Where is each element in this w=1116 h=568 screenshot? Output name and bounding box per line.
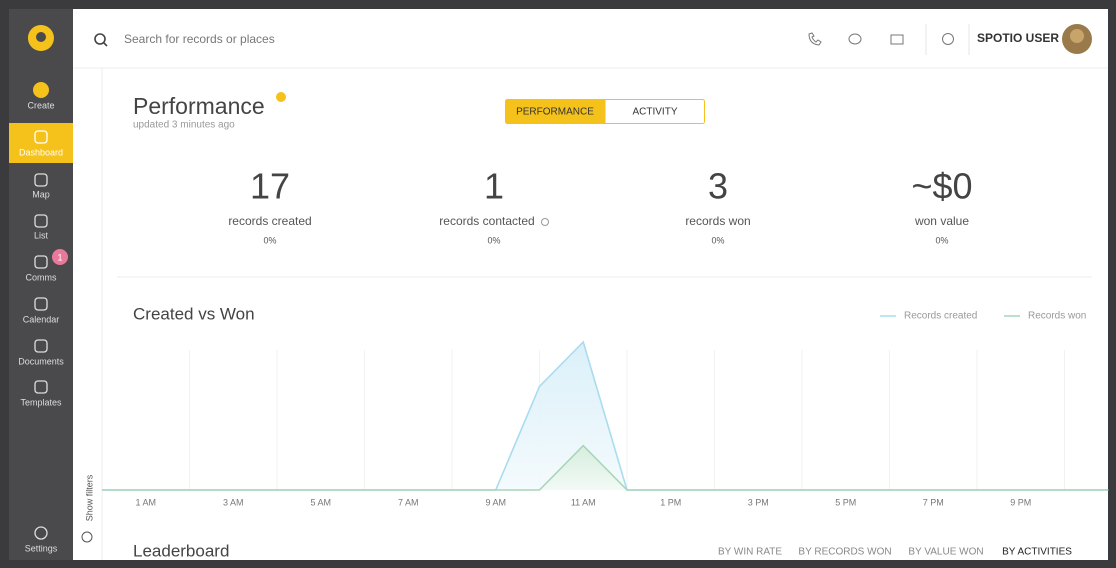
comms-badge-count: 1 (57, 252, 62, 262)
stat-value: 3 (708, 166, 728, 207)
stat-label: won value (914, 214, 969, 228)
search-icon[interactable] (94, 33, 106, 45)
stat-label: records won (685, 214, 750, 228)
nav-label[interactable]: Dashboard (19, 147, 63, 157)
nav-label[interactable]: Settings (25, 543, 58, 553)
tab[interactable]: ACTIVITY (632, 107, 677, 118)
leaderboard-tab[interactable]: BY ACTIVITIES (1002, 547, 1072, 558)
nav-label[interactable]: List (34, 230, 49, 240)
sidebar (9, 9, 73, 560)
nav-icon[interactable] (34, 214, 48, 228)
x-tick-label: 1 PM (660, 497, 681, 507)
search-input[interactable]: Search for records or places (124, 32, 275, 46)
title-badge (276, 92, 286, 102)
x-tick-label: 5 PM (835, 497, 856, 507)
nav-label[interactable]: Map (32, 189, 50, 199)
legend-label[interactable]: Records won (1028, 311, 1086, 322)
nav-icon[interactable] (34, 130, 48, 144)
stat-label: records contacted (439, 214, 534, 228)
nav-label[interactable]: Calendar (23, 314, 60, 324)
avatar-face (1070, 29, 1084, 43)
nav-icon[interactable] (34, 255, 48, 269)
show-filters-icon[interactable] (81, 531, 93, 543)
x-tick-label: 11 AM (571, 497, 596, 507)
x-tick-label: 7 AM (398, 497, 419, 507)
chart-title: Created vs Won (133, 304, 255, 323)
x-tick-label: 9 PM (1010, 497, 1031, 507)
logo-hole (36, 32, 46, 42)
x-tick-label: 1 AM (135, 497, 156, 507)
nav-icon[interactable] (34, 380, 48, 394)
nav-label[interactable]: Comms (26, 272, 57, 282)
stat-change: 0% (487, 235, 500, 245)
show-filters[interactable]: Show filters (84, 474, 94, 521)
tab[interactable]: PERFORMANCE (516, 107, 594, 118)
settings-icon[interactable] (34, 526, 48, 540)
series-line (102, 444, 1109, 491)
nav-icon[interactable] (34, 339, 48, 353)
nav-label[interactable]: Create (27, 100, 54, 110)
nav-icon[interactable] (34, 173, 48, 187)
leaderboard-tab[interactable]: BY VALUE WON (908, 547, 983, 558)
page-subtitle: updated 3 minutes ago (133, 120, 235, 131)
x-tick-label: 9 AM (485, 497, 506, 507)
create-icon[interactable] (33, 82, 49, 98)
stat-change: 0% (935, 235, 948, 245)
page-title: Performance (133, 93, 265, 119)
nav-label[interactable]: Templates (20, 397, 62, 407)
stat-change: 0% (263, 235, 276, 245)
x-tick-label: 7 PM (923, 497, 944, 507)
leaderboard-title: Leaderboard (133, 541, 229, 560)
stat-value: 17 (250, 166, 290, 207)
tab-active-bg (505, 99, 606, 124)
x-tick-label: 5 AM (310, 497, 331, 507)
series-area (102, 445, 1109, 490)
stat-value: 1 (484, 166, 504, 207)
stat-change: 0% (711, 235, 724, 245)
mail-icon[interactable] (890, 34, 904, 45)
leaderboard-tab[interactable]: BY WIN RATE (718, 547, 782, 558)
user-name[interactable]: SPOTIO USER (977, 31, 1059, 45)
x-tick-label: 3 AM (223, 497, 244, 507)
leaderboard-tab[interactable]: BY RECORDS WON (798, 547, 891, 558)
nav-label[interactable]: Documents (18, 356, 64, 366)
x-tick-label: 3 PM (748, 497, 769, 507)
chat-icon[interactable] (848, 33, 862, 45)
nav-icon[interactable] (34, 297, 48, 311)
legend-label[interactable]: Records created (904, 311, 977, 322)
info-icon (541, 218, 549, 226)
comms-badge (52, 249, 68, 265)
help-icon[interactable] (942, 33, 954, 45)
phone-icon[interactable] (808, 32, 822, 46)
stat-value: ~$0 (911, 166, 972, 207)
search-icon-handle (103, 42, 108, 47)
stat-label: records created (228, 214, 311, 228)
